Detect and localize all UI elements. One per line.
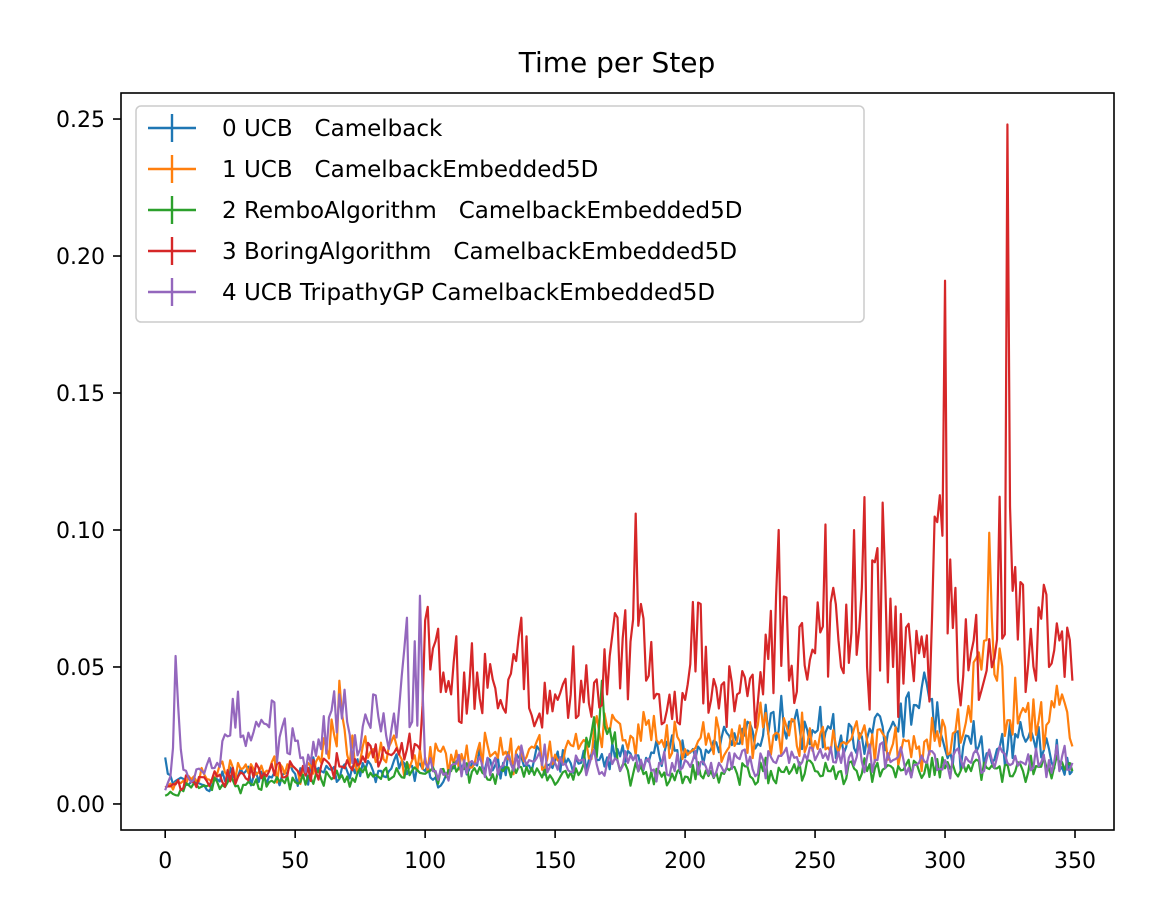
plot-frame (120, 92, 1115, 831)
x-tick-label-1: 50 (281, 849, 309, 874)
y-tick-label-4: 0.20 (56, 245, 105, 270)
legend: 0 UCB Camelback 1 UCB CamelbackEmbedded5D… (135, 105, 865, 323)
series-line-3 (164, 123, 1074, 792)
series-layer (164, 123, 1074, 797)
y-tick-label-5: 0.25 (56, 108, 105, 133)
x-tick-label-4: 200 (664, 849, 706, 874)
x-tick-label-5: 250 (794, 849, 836, 874)
y-tick-label-0: 0.00 (56, 793, 105, 818)
y-tick-label-2: 0.10 (56, 519, 105, 544)
x-tick-label-0: 0 (158, 849, 172, 874)
legend-label-0: 0 UCB Camelback (222, 116, 443, 142)
y-axis: 0.00 0.05 0.10 0.15 0.20 0.25 (56, 108, 121, 818)
legend-label-2: 2 RemboAlgorithm CamelbackEmbedded5D (222, 198, 742, 224)
series-line-1 (164, 531, 1074, 791)
x-axis: 0 50 100 150 200 250 300 350 (158, 830, 1096, 874)
x-tick-label-3: 150 (534, 849, 576, 874)
x-tick-label-2: 100 (404, 849, 446, 874)
series-line-4 (164, 594, 1074, 791)
legend-label-3: 3 BoringAlgorithm CamelbackEmbedded5D (222, 239, 737, 265)
x-tick-label-6: 300 (924, 849, 966, 874)
legend-label-4: 4 UCB TripathyGP CamelbackEmbedded5D (222, 280, 715, 306)
chart-title: Time per Step (518, 46, 716, 79)
legend-label-1: 1 UCB CamelbackEmbedded5D (222, 157, 598, 183)
y-tick-label-3: 0.15 (56, 382, 105, 407)
y-tick-label-1: 0.05 (56, 656, 105, 681)
legend-box (135, 105, 865, 323)
x-tick-label-7: 350 (1054, 849, 1096, 874)
